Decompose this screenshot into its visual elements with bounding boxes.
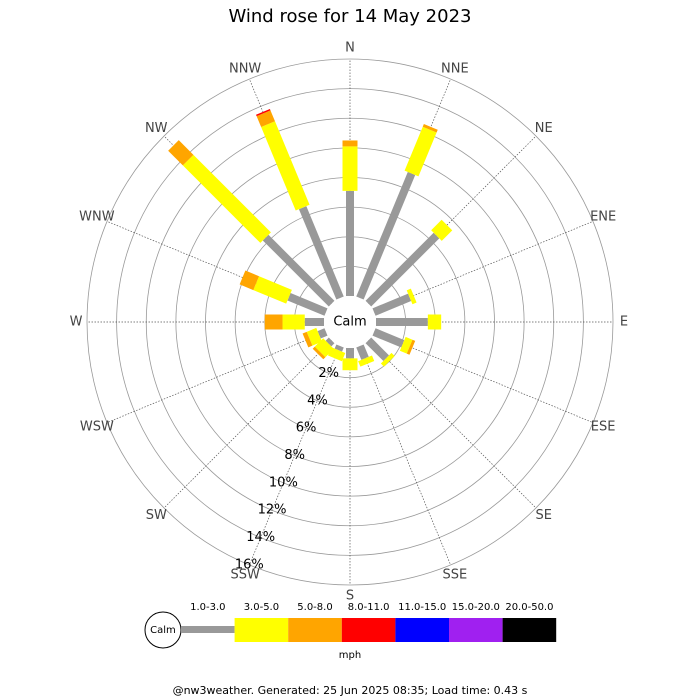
direction-label: WSW bbox=[80, 419, 114, 434]
bar-segment bbox=[325, 337, 335, 347]
direction-label: NNW bbox=[229, 61, 261, 76]
spoke bbox=[368, 340, 537, 509]
spoke bbox=[359, 345, 451, 566]
legend-swatch bbox=[234, 618, 289, 642]
bar-segment bbox=[168, 140, 194, 166]
r-tick-label: 2% bbox=[318, 366, 339, 381]
bar-segment bbox=[262, 234, 335, 307]
legend-swatch bbox=[449, 618, 503, 642]
legend-label: 11.0-15.0 bbox=[398, 602, 446, 613]
bar-segment bbox=[287, 293, 328, 316]
legend-label: 20.0-50.0 bbox=[505, 602, 553, 613]
bar-segment bbox=[239, 270, 260, 291]
bar-segment bbox=[431, 219, 453, 241]
bar-segment bbox=[328, 347, 346, 362]
bar-segment bbox=[182, 154, 271, 243]
direction-label: E bbox=[620, 315, 628, 330]
bar-segment bbox=[334, 344, 344, 352]
bar-segment bbox=[302, 331, 313, 348]
r-tick-label: 12% bbox=[258, 503, 287, 518]
legend-label: 8.0-11.0 bbox=[348, 602, 390, 613]
bar-segment bbox=[422, 124, 438, 133]
bar-segment bbox=[406, 339, 416, 355]
chart-title: Wind rose for 14 May 2023 bbox=[229, 6, 472, 27]
direction-label: W bbox=[70, 315, 83, 330]
r-tick-label: 10% bbox=[269, 475, 298, 490]
r-tick-label: 16% bbox=[235, 557, 264, 572]
legend-swatch bbox=[181, 626, 235, 633]
r-tick-label: 14% bbox=[246, 530, 275, 545]
legend-swatch bbox=[341, 618, 396, 642]
r-tick-label: 8% bbox=[284, 448, 305, 463]
footer: @nw3weather. Generated: 25 Jun 2025 08:3… bbox=[173, 684, 528, 697]
bar-segment bbox=[312, 346, 326, 360]
direction-label: ENE bbox=[590, 210, 616, 225]
direction-label: NNE bbox=[441, 61, 469, 76]
direction-label: WNW bbox=[79, 210, 115, 225]
bar-segment bbox=[356, 344, 369, 360]
r-tick-label: 4% bbox=[307, 393, 328, 408]
direction-label: N bbox=[345, 41, 355, 56]
r-tick-label: 6% bbox=[296, 421, 317, 436]
legend-label: 15.0-20.0 bbox=[452, 602, 500, 613]
bar-segment bbox=[314, 338, 334, 358]
legend-unit: mph bbox=[339, 650, 361, 661]
calm-circle bbox=[325, 297, 375, 347]
direction-label: S bbox=[346, 589, 354, 604]
bar-segment bbox=[404, 126, 437, 177]
direction-label: NW bbox=[145, 121, 168, 136]
direction-label: NE bbox=[535, 121, 553, 136]
legend-swatch bbox=[395, 618, 449, 642]
direction-label: SE bbox=[536, 508, 552, 523]
direction-label: SSE bbox=[442, 568, 467, 583]
legend-swatch bbox=[502, 618, 557, 642]
calm-label: Calm bbox=[333, 315, 366, 330]
bar-segment bbox=[317, 328, 328, 339]
bar-segment bbox=[256, 110, 275, 128]
direction-label: SW bbox=[146, 508, 167, 523]
bar-segment bbox=[256, 108, 271, 117]
spoke bbox=[163, 340, 332, 509]
grid-ring bbox=[86, 58, 614, 586]
bar-segment bbox=[358, 355, 375, 367]
bar-segment bbox=[399, 336, 413, 354]
bar-segment bbox=[372, 293, 412, 316]
legend-calm-label: Calm bbox=[150, 625, 176, 636]
spoke bbox=[249, 345, 341, 566]
bar-segment bbox=[261, 121, 310, 211]
direction-label: SSW bbox=[230, 568, 260, 583]
bar-segment bbox=[298, 206, 344, 300]
bar-segment bbox=[356, 171, 416, 300]
bar-segment bbox=[365, 232, 440, 307]
spoke bbox=[106, 331, 327, 423]
direction-label: ESE bbox=[591, 419, 616, 434]
bar-segment bbox=[365, 337, 390, 362]
bar-segment bbox=[306, 327, 323, 346]
legend-swatch bbox=[288, 618, 342, 642]
legend-label: 1.0-3.0 bbox=[190, 602, 225, 613]
legend-label: 3.0-5.0 bbox=[244, 602, 279, 613]
bar-segment bbox=[253, 276, 292, 304]
bar-segment bbox=[380, 352, 395, 367]
bar-segment bbox=[372, 328, 405, 348]
bar-segment bbox=[406, 288, 417, 305]
legend-label: 5.0-8.0 bbox=[297, 602, 332, 613]
